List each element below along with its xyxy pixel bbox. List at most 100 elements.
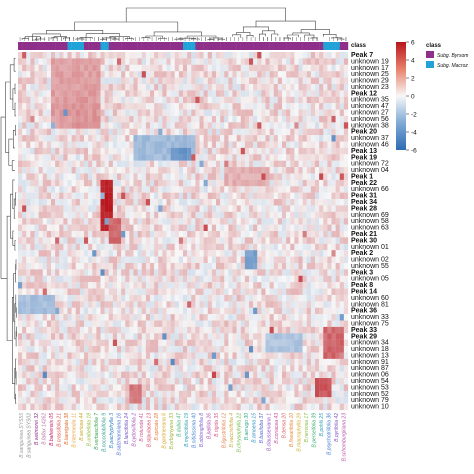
heatmap-cell <box>137 90 142 97</box>
heatmap-cell <box>343 179 349 187</box>
heatmap-cell <box>323 179 328 187</box>
heatmap-cell <box>158 186 163 193</box>
heatmap-cell <box>282 141 287 149</box>
heatmap-cell <box>92 186 97 193</box>
heatmap-cell <box>315 160 320 168</box>
heatmap-cell <box>51 218 56 225</box>
heatmap-cell <box>30 211 35 219</box>
heatmap-cell <box>294 371 299 379</box>
heatmap-cell <box>220 109 225 117</box>
heatmap-cell <box>121 371 126 379</box>
heatmap-cell <box>79 262 85 270</box>
heatmap-cell <box>38 173 43 180</box>
heatmap-cell <box>319 211 324 219</box>
heatmap-cell <box>150 186 155 193</box>
heatmap-cell <box>18 294 23 302</box>
heatmap-cell <box>191 224 196 232</box>
heatmap-cell <box>67 314 72 321</box>
heatmap-cell <box>224 275 229 283</box>
heatmap-cell <box>59 339 64 347</box>
heatmap-cell <box>22 237 27 244</box>
heatmap-cell <box>261 269 266 276</box>
heatmap-cell <box>71 83 76 91</box>
heatmap-cell <box>55 122 60 129</box>
heatmap-cell <box>51 365 56 372</box>
heatmap-cell <box>92 339 97 347</box>
heatmap-cell <box>71 173 76 180</box>
heatmap-cell <box>339 160 345 168</box>
heatmap-cell <box>71 160 76 168</box>
class-bar-cell <box>112 42 118 50</box>
heatmap-cell <box>92 352 97 359</box>
heatmap-cell <box>244 77 250 85</box>
heatmap-cell <box>26 384 31 391</box>
heatmap-cell <box>117 262 122 270</box>
heatmap-cell <box>129 173 134 180</box>
heatmap-cell <box>310 147 316 155</box>
heatmap-cell <box>96 96 101 104</box>
heatmap-cell <box>55 199 60 206</box>
heatmap-cell <box>290 301 295 308</box>
heatmap-cell <box>315 237 320 244</box>
heatmap-cell <box>232 231 237 238</box>
heatmap-cell <box>273 103 279 110</box>
heatmap-cell <box>162 256 167 264</box>
heatmap-cell <box>207 77 213 85</box>
heatmap-cell <box>88 365 93 372</box>
heatmap-cell <box>232 167 237 174</box>
heatmap-cell <box>18 365 23 372</box>
heatmap-cell <box>207 154 213 161</box>
heatmap-cell <box>187 58 192 65</box>
heatmap-cell <box>273 314 279 321</box>
heatmap-cell <box>166 390 171 398</box>
heatmap-cell <box>220 160 225 168</box>
heatmap-cell <box>174 237 180 244</box>
heatmap-cell <box>211 58 217 65</box>
heatmap-cell <box>108 58 114 65</box>
heatmap-cell <box>121 403 126 411</box>
heatmap-cell <box>199 211 204 219</box>
heatmap-cell <box>84 262 89 270</box>
heatmap-cell <box>88 384 93 391</box>
row-label: unknown 55 <box>351 263 389 270</box>
heatmap-cell <box>55 314 60 321</box>
heatmap-cell <box>96 275 101 283</box>
heatmap-cell <box>298 224 303 232</box>
heatmap-cell <box>277 218 283 225</box>
heatmap-cell <box>79 307 85 315</box>
heatmap-cell <box>282 211 287 219</box>
heatmap-cell <box>104 52 109 59</box>
heatmap-cell <box>150 167 155 174</box>
heatmap-cell <box>34 365 39 372</box>
heatmap-cell <box>228 199 233 206</box>
heatmap-cell <box>290 282 295 289</box>
heatmap-cell <box>108 250 114 257</box>
heatmap-cell <box>129 58 134 65</box>
heatmap-cell <box>79 128 85 136</box>
heatmap-cell <box>282 397 287 404</box>
heatmap-cell <box>240 83 246 91</box>
heatmap-cell <box>191 211 196 219</box>
heatmap-cell <box>319 147 324 155</box>
heatmap-cell <box>228 250 233 257</box>
heatmap-cell <box>323 346 328 353</box>
heatmap-cell <box>154 326 159 334</box>
heatmap-cell <box>104 147 109 155</box>
heatmap-cell <box>38 160 43 168</box>
heatmap-cell <box>302 231 307 238</box>
column-dendrogram-branch <box>141 37 151 39</box>
heatmap-cell <box>261 128 266 136</box>
heatmap-cell <box>277 269 283 276</box>
heatmap-cell <box>112 282 118 289</box>
heatmap-cell <box>323 135 328 142</box>
column-dendrogram-branch <box>337 38 345 40</box>
heatmap-cell <box>224 262 229 270</box>
heatmap-cell <box>249 358 254 366</box>
heatmap-cell <box>203 186 208 193</box>
heatmap-cell <box>343 262 349 270</box>
heatmap-cell <box>154 224 159 232</box>
row-label: unknown 17 <box>351 65 389 72</box>
heatmap-cell <box>30 205 35 212</box>
heatmap-cell <box>42 224 48 232</box>
heatmap-cell <box>339 231 345 238</box>
